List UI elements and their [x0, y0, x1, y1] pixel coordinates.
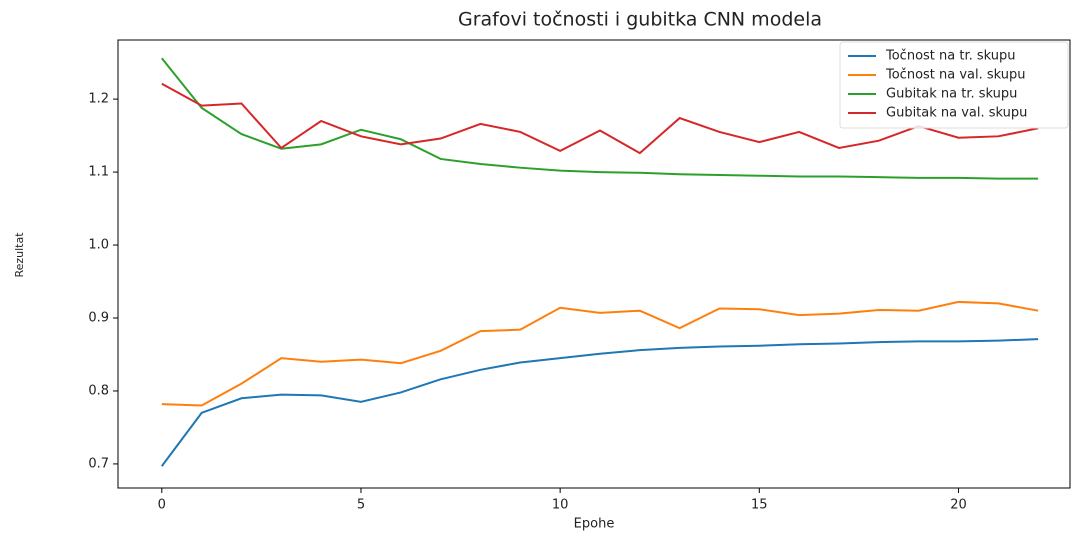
plot-frame — [117, 39, 1071, 489]
y-axis-label: Rezultat — [13, 232, 26, 278]
x-axis-label: Epohe — [574, 517, 615, 532]
legend-label: Gubitak na val. skupu — [886, 106, 1027, 121]
x-tick-label: 15 — [751, 498, 768, 513]
y-tick-label: 0.9 — [88, 310, 109, 325]
series-line — [161, 338, 1039, 467]
series-line — [161, 57, 1039, 180]
legend-label: Točnost na tr. skupu — [885, 49, 1016, 64]
x-tick-label: 0 — [158, 498, 166, 513]
legend-label: Gubitak na tr. skupu — [886, 87, 1017, 102]
y-tick-label: 1.2 — [88, 92, 109, 107]
x-tick-label: 20 — [950, 498, 967, 513]
series-line — [161, 300, 1039, 407]
series-line — [161, 82, 1039, 155]
y-tick-label: 1.1 — [88, 165, 109, 180]
x-tick-label: 10 — [552, 498, 569, 513]
legend-label: Točnost na val. skupu — [885, 68, 1026, 83]
y-tick-label: 0.7 — [88, 456, 109, 471]
y-tick-label: 0.8 — [88, 383, 109, 398]
y-tick-label: 1.0 — [88, 238, 109, 253]
x-tick-label: 5 — [357, 498, 365, 513]
chart-title: Grafovi točnosti i gubitka CNN modela — [458, 9, 822, 31]
legend-box — [839, 41, 1069, 129]
